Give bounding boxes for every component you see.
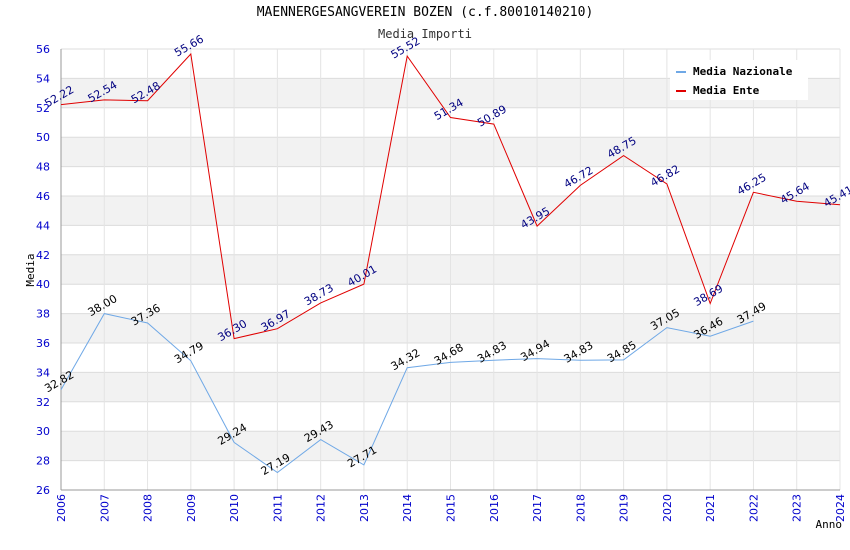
x-tick-label: 2016 bbox=[488, 494, 501, 522]
x-tick-label: 2014 bbox=[401, 494, 414, 522]
y-tick-label: 30 bbox=[36, 425, 50, 438]
data-label-ente: 55.52 bbox=[389, 35, 423, 62]
y-tick-label: 26 bbox=[36, 484, 50, 497]
x-tick-label: 2024 bbox=[834, 494, 847, 522]
x-tick-label: 2023 bbox=[791, 494, 804, 522]
y-tick-label: 34 bbox=[36, 366, 50, 379]
x-tick-label: 2017 bbox=[531, 494, 544, 522]
legend-swatch-ente bbox=[676, 89, 686, 92]
chart-subtitle: Media Importi bbox=[378, 27, 472, 41]
x-tick-label: 2019 bbox=[618, 494, 631, 522]
legend-item-nazionale: Media Nazionale bbox=[676, 65, 792, 78]
y-tick-label: 28 bbox=[36, 455, 50, 468]
x-tick-label: 2012 bbox=[315, 494, 328, 522]
y-axis-label: Media bbox=[24, 253, 37, 286]
y-tick-label: 50 bbox=[36, 131, 50, 144]
x-tick-label: 2013 bbox=[358, 494, 371, 522]
y-tick-label: 52 bbox=[36, 102, 50, 115]
data-label-ente: 46.25 bbox=[735, 171, 769, 198]
x-tick-label: 2011 bbox=[271, 494, 284, 522]
series-line-ente bbox=[60, 52, 841, 340]
y-tick-label: 44 bbox=[36, 219, 50, 232]
data-label-nazionale: 34.32 bbox=[389, 346, 423, 373]
legend-label-ente: Media Ente bbox=[693, 84, 760, 97]
series-line-nazionale bbox=[60, 313, 754, 474]
legend-item-ente: Media Ente bbox=[676, 84, 759, 97]
x-tick-label: 2020 bbox=[661, 494, 674, 522]
y-tick-label: 54 bbox=[36, 72, 50, 85]
chart-title: MAENNERGESANGVEREIN BOZEN (c.f.800101402… bbox=[256, 5, 594, 20]
y-tick-label: 48 bbox=[36, 161, 50, 174]
data-label-nazionale: 34.68 bbox=[432, 341, 466, 368]
x-tick-label: 2006 bbox=[55, 494, 68, 522]
y-tick-label: 42 bbox=[36, 249, 50, 262]
data-label-ente: 38.69 bbox=[692, 282, 726, 309]
x-tick-label: 2015 bbox=[445, 494, 458, 522]
y-tick-label: 46 bbox=[36, 190, 50, 203]
y-tick-label: 40 bbox=[36, 278, 50, 291]
x-tick-label: 2022 bbox=[747, 494, 760, 522]
legend-label-nazionale: Media Nazionale bbox=[693, 65, 793, 78]
legend-swatch-nazionale bbox=[676, 70, 686, 73]
y-tick-label: 38 bbox=[36, 308, 50, 321]
x-tick-label: 2007 bbox=[98, 494, 111, 522]
y-tick-label: 32 bbox=[36, 396, 50, 409]
x-tick-label: 2021 bbox=[704, 494, 717, 522]
x-axis-label: Anno bbox=[816, 518, 843, 531]
x-tick-label: 2009 bbox=[185, 494, 198, 522]
y-tick-label: 36 bbox=[36, 337, 50, 350]
x-tick-label: 2018 bbox=[574, 494, 587, 522]
x-tick-label: 2008 bbox=[142, 494, 155, 522]
y-tick-label: 56 bbox=[36, 43, 50, 56]
x-tick-label: 2010 bbox=[228, 494, 241, 522]
legend: Media Nazionale Media Ente bbox=[670, 60, 808, 100]
